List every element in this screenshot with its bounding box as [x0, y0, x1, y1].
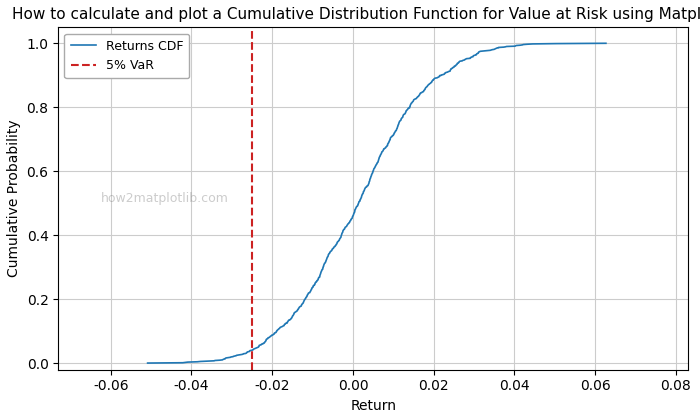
Returns CDF — [401, 111, 410, 116]
Text: how2matplotlib.com: how2matplotlib.com — [102, 192, 229, 205]
Returns CDF — [384, 141, 392, 146]
Returns CDF — [337, 231, 346, 236]
Title: How to calculate and plot a Cumulative Distribution Function for Value at Risk u: How to calculate and plot a Cumulative D… — [12, 7, 700, 22]
Legend: Returns CDF, 5% VaR: Returns CDF, 5% VaR — [64, 34, 190, 78]
Returns CDF — [405, 105, 414, 110]
Returns CDF — [144, 360, 152, 365]
X-axis label: Return: Return — [350, 399, 396, 413]
Returns CDF — [273, 328, 281, 333]
Returns CDF — [345, 220, 354, 225]
Returns CDF — [602, 41, 610, 46]
Y-axis label: Cumulative Probability: Cumulative Probability — [7, 120, 21, 277]
Line: Returns CDF: Returns CDF — [148, 43, 606, 363]
